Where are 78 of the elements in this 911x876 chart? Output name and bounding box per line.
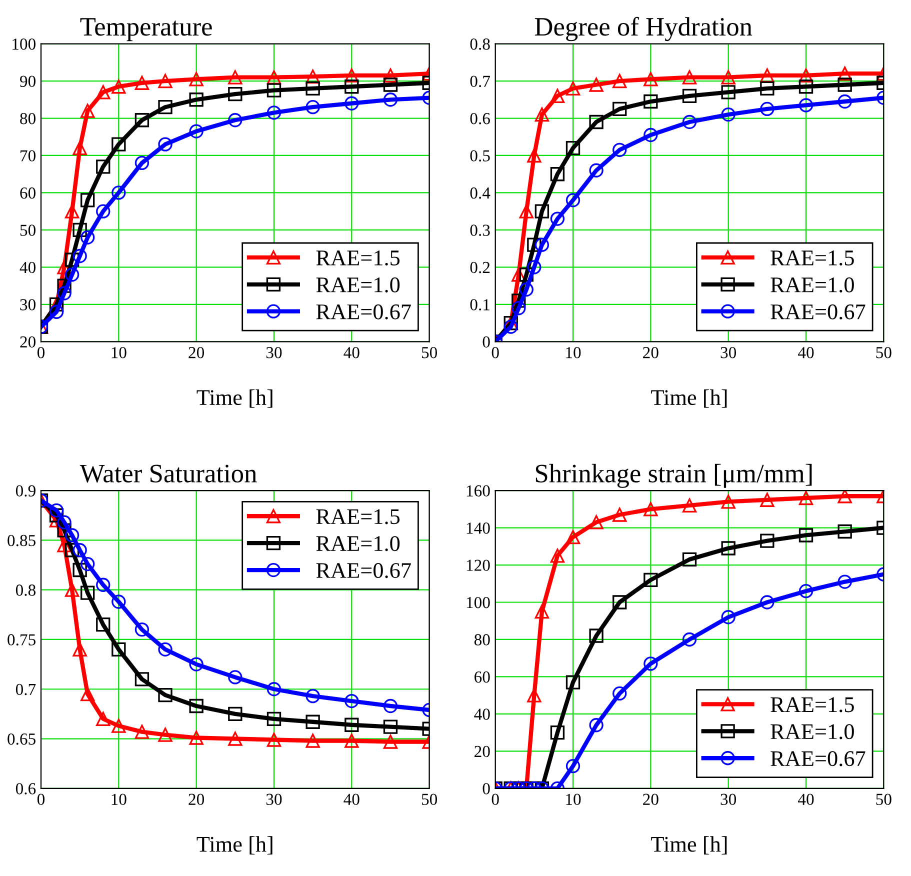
x-tick-label: 20 bbox=[188, 346, 204, 358]
y-tick-label: 0.5 bbox=[470, 150, 490, 162]
legend-label: RAE=1.5 bbox=[316, 250, 400, 266]
legend-label: RAE=0.67 bbox=[770, 304, 866, 320]
y-tick-label: 20 bbox=[474, 746, 490, 758]
x-tick-label: 20 bbox=[188, 794, 204, 805]
x-tick-label: 40 bbox=[798, 794, 814, 805]
x-tick-label: 10 bbox=[112, 794, 126, 805]
x-tick-label: 50 bbox=[422, 346, 438, 358]
y-tick-label: 140 bbox=[466, 522, 490, 534]
y-tick-label: 80 bbox=[20, 112, 36, 124]
x-tick-label: 40 bbox=[344, 794, 360, 805]
y-tick-label: 0.1 bbox=[470, 299, 490, 310]
y-tick-label: 0 bbox=[482, 336, 490, 348]
x-tick-label: 10 bbox=[566, 794, 581, 805]
y-tick-label: 0.6 bbox=[470, 112, 490, 124]
x-axis-title: Time [h] bbox=[651, 389, 727, 408]
x-tick-label: 20 bbox=[643, 346, 658, 358]
y-tick-label: 100 bbox=[12, 38, 36, 50]
x-tick-label: 30 bbox=[266, 794, 282, 805]
chart-title: Water Saturation bbox=[80, 464, 257, 483]
y-tick-label: 40 bbox=[20, 262, 36, 274]
x-tick-label: 30 bbox=[720, 794, 736, 805]
x-tick-label: 40 bbox=[344, 346, 360, 358]
y-tick-label: 0.9 bbox=[16, 485, 36, 497]
y-tick-label: 90 bbox=[20, 76, 36, 87]
legend-label: RAE=0.67 bbox=[316, 563, 411, 578]
y-tick-label: 0.2 bbox=[470, 262, 490, 274]
x-tick-label: 50 bbox=[876, 794, 892, 805]
chart-title: Temperature bbox=[80, 18, 212, 42]
y-tick-label: 80 bbox=[474, 634, 490, 646]
y-tick-label: 30 bbox=[20, 299, 36, 310]
x-tick-label: 50 bbox=[876, 346, 892, 358]
x-tick-label: 10 bbox=[566, 346, 581, 358]
y-tick-label: 70 bbox=[20, 150, 36, 162]
x-tick-label: 20 bbox=[643, 794, 658, 805]
y-tick-label: 60 bbox=[20, 187, 36, 199]
x-axis-title: Time [h] bbox=[196, 836, 272, 855]
y-tick-label: 0 bbox=[482, 783, 490, 794]
legend-label: RAE=1.0 bbox=[316, 536, 400, 552]
x-tick-label: 40 bbox=[798, 346, 814, 358]
legend-label: RAE=1.0 bbox=[770, 277, 854, 292]
y-tick-label: 0.75 bbox=[8, 634, 36, 646]
y-tick-label: 0.85 bbox=[8, 534, 36, 546]
x-axis-title: Time [h] bbox=[651, 836, 727, 855]
y-tick-label: 0.4 bbox=[470, 187, 490, 199]
y-tick-label: 120 bbox=[466, 560, 490, 571]
y-tick-label: 100 bbox=[466, 596, 490, 608]
x-tick-label: 30 bbox=[720, 346, 736, 358]
x-tick-label: 0 bbox=[37, 794, 45, 805]
legend-label: RAE=1.5 bbox=[316, 509, 400, 524]
y-tick-label: 0.8 bbox=[16, 584, 36, 596]
x-axis-title: Time [h] bbox=[196, 389, 272, 408]
legend-label: RAE=0.67 bbox=[770, 751, 866, 766]
y-tick-label: 50 bbox=[20, 224, 36, 236]
y-tick-label: 0.7 bbox=[16, 684, 36, 696]
y-tick-label: 0.6 bbox=[16, 783, 36, 794]
y-tick-label: 20 bbox=[20, 336, 36, 348]
legend-label: RAE=0.67 bbox=[316, 304, 411, 320]
chart-title: Degree of Hydration bbox=[534, 16, 752, 42]
legend-label: RAE=1.0 bbox=[770, 724, 854, 740]
x-tick-label: 0 bbox=[492, 794, 499, 805]
y-tick-label: 0.7 bbox=[470, 76, 490, 88]
legend-label: RAE=1.5 bbox=[770, 697, 854, 712]
y-tick-label: 0.3 bbox=[470, 224, 490, 236]
x-tick-label: 0 bbox=[37, 346, 45, 358]
chart-title: Shrinkage strain [μm/mm] bbox=[536, 464, 812, 488]
x-tick-label: 50 bbox=[422, 794, 438, 805]
y-tick-label: 0.65 bbox=[8, 733, 36, 745]
y-tick-label: 60 bbox=[474, 671, 490, 683]
x-tick-label: 30 bbox=[266, 346, 282, 358]
y-tick-label: 0.8 bbox=[470, 38, 490, 50]
legend-label: RAE=1.5 bbox=[770, 250, 854, 266]
x-tick-label: 0 bbox=[492, 346, 499, 358]
y-tick-label: 160 bbox=[466, 485, 490, 497]
x-tick-label: 10 bbox=[112, 346, 126, 358]
y-tick-label: 40 bbox=[474, 708, 490, 720]
legend-label: RAE=1.0 bbox=[316, 277, 400, 292]
